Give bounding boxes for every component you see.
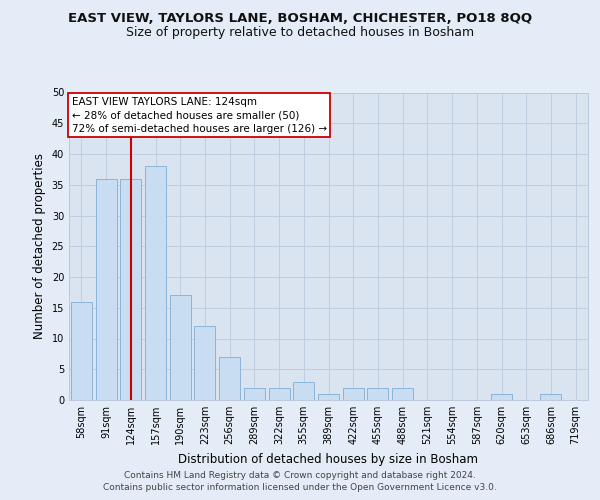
Bar bbox=[392, 388, 413, 400]
Bar bbox=[343, 388, 364, 400]
Bar bbox=[244, 388, 265, 400]
Bar bbox=[491, 394, 512, 400]
Bar bbox=[293, 382, 314, 400]
Bar bbox=[541, 394, 562, 400]
Bar bbox=[367, 388, 388, 400]
Text: EAST VIEW, TAYLORS LANE, BOSHAM, CHICHESTER, PO18 8QQ: EAST VIEW, TAYLORS LANE, BOSHAM, CHICHES… bbox=[68, 12, 532, 26]
Bar bbox=[170, 296, 191, 400]
Bar bbox=[269, 388, 290, 400]
Text: Contains public sector information licensed under the Open Government Licence v3: Contains public sector information licen… bbox=[103, 483, 497, 492]
Bar bbox=[95, 178, 116, 400]
X-axis label: Distribution of detached houses by size in Bosham: Distribution of detached houses by size … bbox=[179, 452, 479, 466]
Text: Contains HM Land Registry data © Crown copyright and database right 2024.: Contains HM Land Registry data © Crown c… bbox=[124, 471, 476, 480]
Bar bbox=[318, 394, 339, 400]
Text: Size of property relative to detached houses in Bosham: Size of property relative to detached ho… bbox=[126, 26, 474, 39]
Y-axis label: Number of detached properties: Number of detached properties bbox=[33, 153, 46, 339]
Bar bbox=[145, 166, 166, 400]
Text: EAST VIEW TAYLORS LANE: 124sqm
← 28% of detached houses are smaller (50)
72% of : EAST VIEW TAYLORS LANE: 124sqm ← 28% of … bbox=[71, 97, 327, 134]
Bar bbox=[219, 357, 240, 400]
Bar bbox=[120, 178, 141, 400]
Bar bbox=[194, 326, 215, 400]
Bar bbox=[71, 302, 92, 400]
